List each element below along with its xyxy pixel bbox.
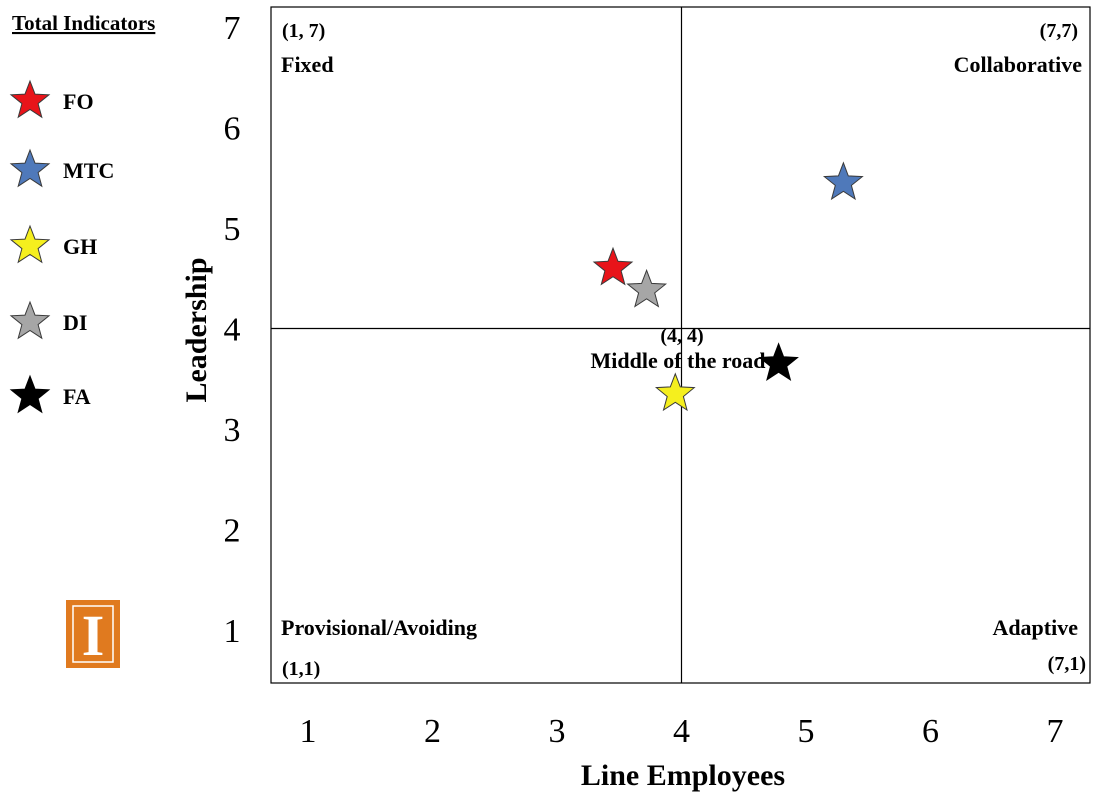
logo-letter: I	[82, 603, 105, 668]
x-tick-label: 5	[798, 713, 815, 750]
legend-label-gh: GH	[63, 234, 97, 259]
annotation-collaborative-coord: (7,7)	[1040, 20, 1078, 42]
x-tick-label: 1	[300, 713, 317, 750]
legend-star-mtc	[9, 148, 51, 188]
annotation-middle-coord: (4, 4)	[660, 325, 703, 347]
university-logo: I	[66, 600, 120, 668]
annotation-adaptive-label: Adaptive	[992, 615, 1078, 640]
y-axis-title: Leadership	[180, 257, 213, 402]
x-axis-title: Line Employees	[581, 759, 785, 792]
annotation-fixed-coord: (1, 7)	[282, 20, 325, 42]
axis-ticks: 1 2 3 4 5 6 7 1 2 3 4 5 6 7	[224, 10, 1064, 750]
y-tick-label: 5	[224, 211, 241, 248]
data-point-gh	[654, 372, 696, 412]
x-tick-label: 6	[922, 713, 939, 750]
y-tick-label: 6	[224, 111, 241, 148]
legend-label-fa: FA	[63, 384, 91, 409]
legend: Total Indicators FO MTC GH DI FA	[9, 11, 155, 414]
legend-star-di	[9, 300, 51, 340]
data-point-mtc	[822, 161, 864, 201]
x-tick-label: 4	[673, 713, 690, 750]
x-tick-label: 3	[549, 713, 566, 750]
legend-star-fa	[9, 374, 51, 414]
annotation-fixed-label: Fixed	[281, 52, 334, 77]
y-tick-label: 4	[224, 312, 241, 349]
data-point-fo	[592, 246, 634, 286]
y-tick-label: 2	[224, 513, 241, 550]
data-points	[592, 161, 864, 412]
y-tick-label: 7	[224, 10, 241, 47]
legend-label-mtc: MTC	[63, 158, 114, 183]
data-point-fa	[758, 342, 799, 382]
data-point-di	[626, 268, 668, 308]
y-tick-label: 1	[224, 613, 241, 650]
legend-star-fo	[9, 79, 51, 119]
annotation-adaptive-coord: (7,1)	[1048, 653, 1086, 675]
legend-title: Total Indicators	[12, 11, 155, 35]
annotation-middle-label: Middle of the road	[591, 348, 766, 373]
x-tick-label: 7	[1047, 713, 1064, 750]
y-tick-label: 3	[224, 412, 241, 449]
annotation-provisional-coord: (1,1)	[282, 658, 320, 680]
x-tick-label: 2	[424, 713, 441, 750]
legend-star-gh	[9, 224, 51, 264]
legend-label-fo: FO	[63, 89, 94, 114]
legend-label-di: DI	[63, 310, 87, 335]
annotation-provisional-label: Provisional/Avoiding	[281, 615, 477, 640]
plot-area	[270, 6, 1091, 684]
annotation-collaborative-label: Collaborative	[954, 52, 1083, 77]
